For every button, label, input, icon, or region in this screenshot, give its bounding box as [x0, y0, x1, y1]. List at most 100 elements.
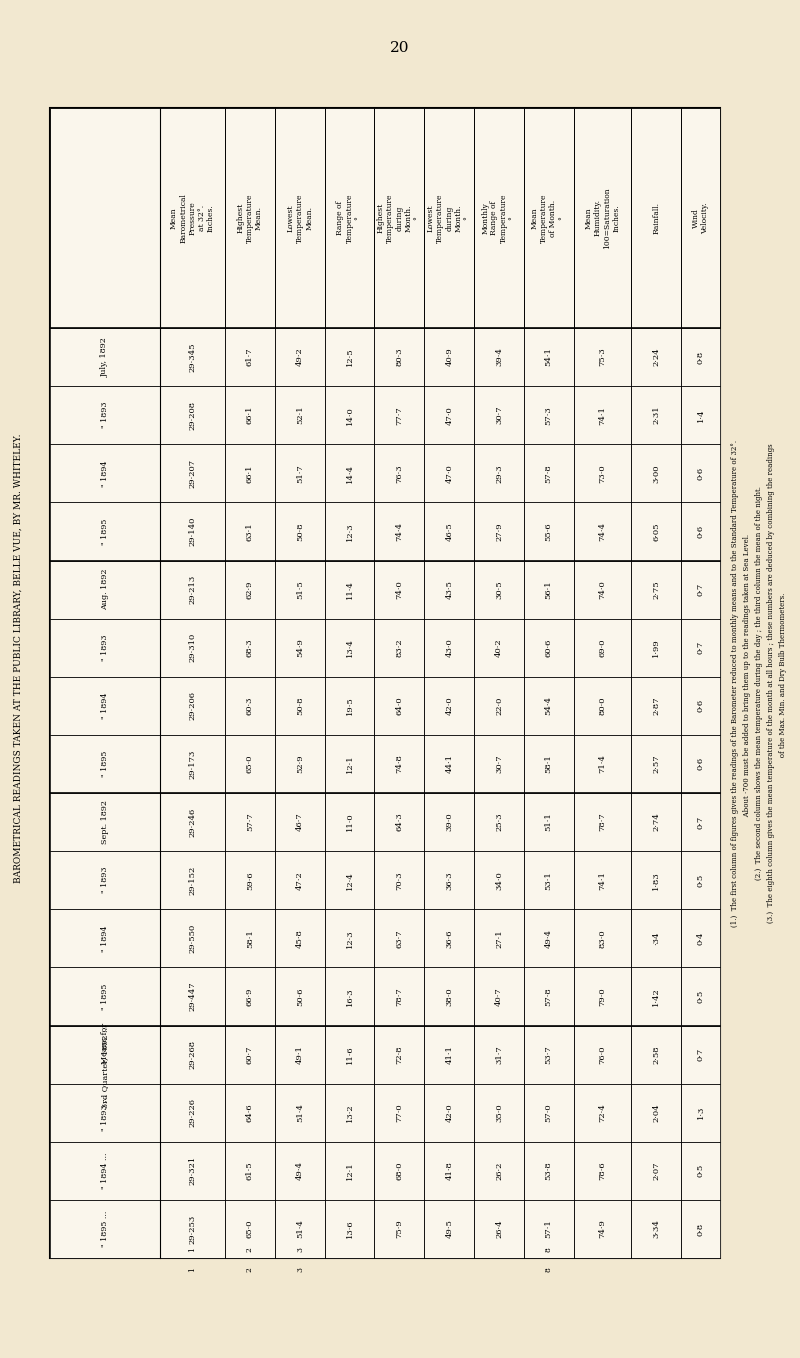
Bar [424, 502, 474, 561]
Text: 3·34: 3·34 [652, 1219, 660, 1238]
Text: 0·6: 0·6 [697, 758, 705, 770]
Text: " 1893 ...: " 1893 ... [101, 1095, 109, 1131]
Bar [631, 561, 682, 619]
Text: 80·3: 80·3 [395, 348, 403, 367]
Text: 29·206: 29·206 [188, 691, 196, 720]
Text: 29·321: 29·321 [188, 1156, 196, 1186]
Text: 16·3: 16·3 [346, 987, 354, 1006]
Text: 49·5: 49·5 [446, 1219, 454, 1238]
Text: 0·6: 0·6 [697, 699, 705, 713]
Text: 29·310: 29·310 [188, 633, 196, 663]
Bar [50, 676, 160, 735]
Bar [225, 793, 275, 851]
Bar [424, 109, 474, 329]
Text: 40·7: 40·7 [495, 987, 503, 1006]
Text: 0·8: 0·8 [697, 1222, 705, 1236]
Bar [50, 1084, 160, 1142]
Text: 0·8: 0·8 [697, 350, 705, 364]
Bar [631, 676, 682, 735]
Bar [424, 793, 474, 851]
Text: 2: 2 [246, 1267, 254, 1272]
Text: July, 1892: July, 1892 [101, 337, 109, 378]
Bar [631, 502, 682, 561]
Bar [682, 910, 720, 967]
Text: 13·2: 13·2 [346, 1103, 354, 1122]
Text: 47·0: 47·0 [446, 464, 454, 482]
Bar [160, 386, 225, 444]
Text: 0·6: 0·6 [697, 526, 705, 538]
Text: 36·6: 36·6 [446, 929, 454, 948]
Text: 0·5: 0·5 [697, 1164, 705, 1177]
Bar [374, 619, 424, 676]
Text: (1.)  The first column of figures gives the readings of the Barometer reduced to: (1.) The first column of figures gives t… [731, 440, 739, 926]
Bar [682, 329, 720, 386]
Bar [424, 1142, 474, 1200]
Text: 29·246: 29·246 [188, 808, 196, 837]
Bar [275, 967, 325, 1025]
Text: 50·8: 50·8 [296, 521, 304, 540]
Bar [325, 910, 374, 967]
Bar [474, 619, 523, 676]
Text: 30·5: 30·5 [495, 580, 503, 599]
Text: 75·3: 75·3 [598, 348, 606, 367]
Bar [160, 967, 225, 1025]
Text: " 1894: " 1894 [101, 925, 109, 952]
Bar [474, 502, 523, 561]
Bar [474, 1142, 523, 1200]
Bar [325, 1200, 374, 1258]
Bar [160, 676, 225, 735]
Text: 13·4: 13·4 [346, 638, 354, 657]
Bar [374, 1142, 424, 1200]
Bar [682, 735, 720, 793]
Text: 27·1: 27·1 [495, 929, 503, 948]
Text: 0·7: 0·7 [697, 641, 705, 655]
Bar [682, 1025, 720, 1084]
Bar [275, 676, 325, 735]
Bar [474, 910, 523, 967]
Text: 11·6: 11·6 [346, 1046, 354, 1063]
Bar [50, 793, 160, 851]
Text: Sept. 1892: Sept. 1892 [101, 800, 109, 845]
Bar [682, 1200, 720, 1258]
Text: Mean
Humidity.
100=Saturation
Inches.: Mean Humidity. 100=Saturation Inches. [585, 187, 620, 249]
Bar [523, 619, 574, 676]
Bar [424, 910, 474, 967]
Text: 14·4: 14·4 [346, 464, 354, 483]
Text: 39·4: 39·4 [495, 348, 503, 367]
Bar [574, 386, 631, 444]
Bar [325, 502, 374, 561]
Text: ·34: ·34 [652, 932, 660, 945]
Bar [574, 502, 631, 561]
Bar [225, 329, 275, 386]
Text: 29·152: 29·152 [188, 865, 196, 895]
Text: 74·9: 74·9 [598, 1219, 606, 1238]
Bar [50, 1025, 160, 1084]
Text: 40·2: 40·2 [495, 638, 503, 657]
Text: " 1894: " 1894 [101, 460, 109, 486]
Text: 41·1: 41·1 [446, 1046, 454, 1065]
Text: 1: 1 [188, 1267, 196, 1272]
Bar [275, 910, 325, 967]
Bar [574, 967, 631, 1025]
Text: 38·0: 38·0 [446, 987, 454, 1006]
Bar [160, 1025, 225, 1084]
Text: " 1894 ...: " 1894 ... [101, 1153, 109, 1190]
Bar [225, 967, 275, 1025]
Text: 19·5: 19·5 [346, 697, 354, 716]
Bar [474, 735, 523, 793]
Bar [225, 619, 275, 676]
Text: 62·9: 62·9 [246, 580, 254, 599]
Bar [325, 1142, 374, 1200]
Text: 0·5: 0·5 [697, 990, 705, 1004]
Text: 47·2: 47·2 [296, 870, 304, 889]
Bar [50, 386, 160, 444]
Bar [160, 502, 225, 561]
Bar [160, 735, 225, 793]
Text: 63·1: 63·1 [246, 521, 254, 540]
Text: 0·7: 0·7 [697, 815, 705, 828]
Text: 22·0: 22·0 [495, 697, 503, 716]
Bar [225, 502, 275, 561]
Text: 74·0: 74·0 [598, 580, 606, 599]
Bar [160, 109, 225, 329]
Bar [631, 735, 682, 793]
